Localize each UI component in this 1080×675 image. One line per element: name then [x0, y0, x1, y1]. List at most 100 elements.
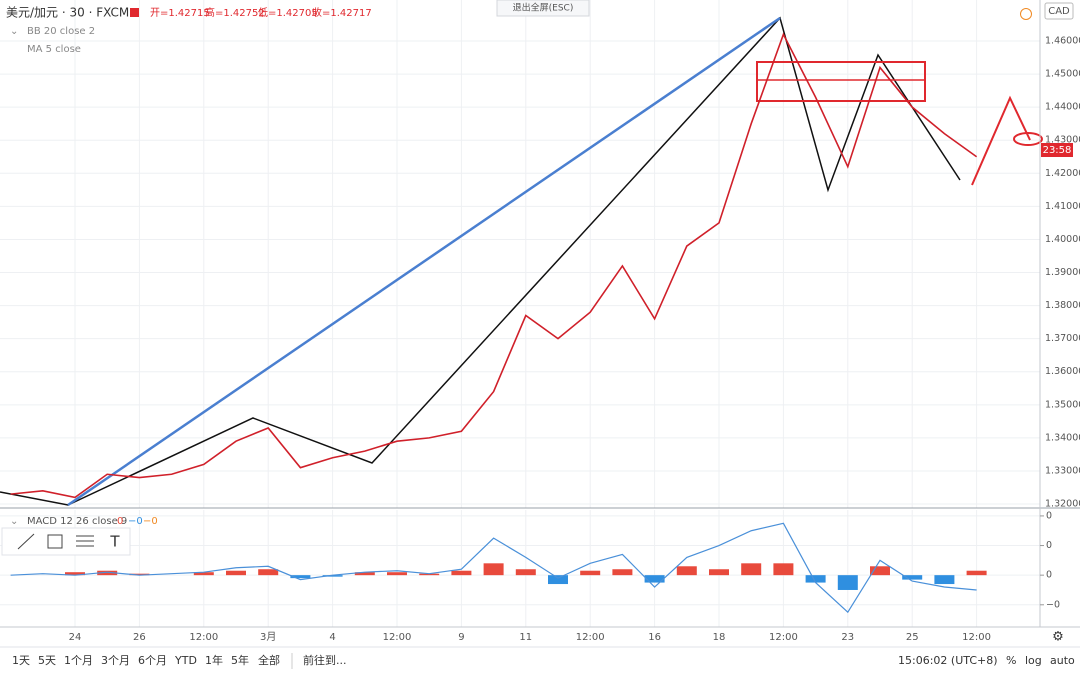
symbol-title: 美元/加元 · 30 · FXCM	[6, 6, 129, 20]
target-ellipse	[1013, 132, 1043, 146]
flag-icon	[130, 8, 139, 17]
range-button[interactable]: 6个月	[138, 654, 167, 667]
macd-line	[10, 522, 977, 614]
y-tick-label: 1.38000	[1045, 300, 1080, 311]
range-button[interactable]: 5年	[231, 653, 249, 667]
y-tick-label: 1.39000	[1045, 267, 1080, 278]
collapse-icon[interactable]: ⌄	[10, 516, 18, 527]
range-button[interactable]: YTD	[174, 654, 197, 667]
line-tool[interactable]	[17, 533, 35, 550]
forecast-arrow	[971, 95, 1031, 186]
exit-fullscreen-label[interactable]: 退出全屏(ESC)	[513, 2, 574, 14]
y-tick-label: 1.40000	[1045, 234, 1080, 245]
macd-bar	[193, 572, 214, 576]
y-tick-label: 1.34000	[1045, 432, 1080, 443]
y-tick-label: 0	[1046, 540, 1052, 551]
macd-bar	[129, 573, 150, 576]
macd-bar	[676, 566, 697, 576]
macd-bar	[644, 575, 665, 583]
macd-bar	[870, 566, 890, 576]
indicator-ma[interactable]: MA 5 close	[27, 44, 81, 55]
ohlc-open: 开=1.42715	[150, 8, 210, 19]
marks	[10, 32, 987, 614]
macd-bar	[322, 575, 343, 577]
x-tick-label: 18	[713, 632, 726, 643]
macd-bar	[805, 575, 826, 583]
macd-bar	[387, 572, 407, 576]
macd-bar	[773, 563, 794, 576]
y-tick-label: 1.44000	[1045, 102, 1080, 113]
macd-bar	[966, 570, 987, 576]
range-button[interactable]: 全部	[258, 653, 280, 667]
x-tick-label: 12:00	[962, 632, 991, 643]
x-tick-label: 9	[458, 632, 464, 643]
price-line	[10, 32, 978, 499]
macd-signal-value: −0	[128, 516, 143, 527]
macd-bar	[837, 575, 858, 590]
macd-bar	[97, 570, 118, 576]
ohlc-close: 收=1.42717	[312, 6, 372, 19]
text-tool[interactable]: T	[109, 533, 120, 551]
macd-bar	[451, 570, 472, 576]
scale-button[interactable]: %	[1006, 654, 1016, 667]
macd-bar	[902, 575, 923, 580]
price-tag	[1041, 143, 1073, 157]
macd-label[interactable]: MACD 12 26 close 9	[27, 516, 127, 527]
macd-bar	[709, 569, 729, 576]
range-button[interactable]: 1年	[205, 653, 223, 667]
range-button[interactable]: 1天	[12, 654, 30, 667]
macd-bar	[419, 573, 440, 576]
range-box	[756, 61, 926, 102]
fib-tool[interactable]	[76, 535, 94, 547]
y-tick-label: 1.35000	[1045, 399, 1080, 410]
range-button[interactable]: 5天	[38, 654, 56, 667]
x-tick-label: 12:00	[576, 632, 605, 643]
macd-bar	[226, 570, 246, 576]
range-button[interactable]: 前往到...	[303, 653, 347, 667]
scale-button[interactable]: auto	[1050, 654, 1075, 667]
indicator-bb[interactable]: BB 20 close 2	[27, 26, 95, 37]
collapse-icon[interactable]: ⌄	[10, 26, 18, 37]
clock: 15:06:02 (UTC+8)	[898, 654, 998, 667]
y-tick-label: 1.36000	[1045, 366, 1080, 377]
macd-bar	[65, 572, 85, 576]
alert-icon[interactable]	[1020, 8, 1032, 20]
settings-icon[interactable]: ⚙	[1052, 630, 1064, 645]
macd-bar	[741, 563, 762, 576]
x-tick-label: 26	[133, 632, 146, 643]
macd-bar	[515, 569, 536, 576]
trend-line	[67, 16, 781, 507]
countdown: 23:58	[1043, 145, 1072, 156]
x-tick-label: 24	[69, 632, 82, 643]
y-tick-label: 1.41000	[1045, 201, 1080, 212]
macd-bar	[580, 570, 601, 576]
x-tick-label: 12:00	[189, 632, 218, 643]
x-tick-label: 12:00	[383, 632, 412, 643]
macd-value: 0	[117, 516, 123, 527]
currency-label[interactable]: CAD	[1048, 6, 1070, 17]
y-tick-label: 0	[1046, 570, 1052, 581]
range-button[interactable]: 3个月	[101, 654, 130, 667]
range-button[interactable]: 1个月	[64, 654, 93, 667]
macd-bar	[290, 575, 311, 579]
x-tick-label: 16	[648, 632, 661, 643]
y-tick-label: 1.32000	[1045, 499, 1080, 510]
macd-hist-value: −0	[143, 516, 158, 527]
x-tick-label: 12:00	[769, 632, 798, 643]
x-tick-label: 25	[906, 632, 919, 643]
currency-box[interactable]	[1044, 2, 1074, 20]
y-tick-label: 1.37000	[1045, 333, 1080, 344]
macd-bar	[258, 569, 279, 576]
x-tick-label: 4	[329, 632, 335, 643]
rect-tool[interactable]	[47, 534, 63, 549]
y-tick-label: 1.43000	[1045, 135, 1080, 146]
exit-fullscreen-button[interactable]	[496, 0, 590, 17]
y-tick-label: 0	[1046, 510, 1052, 521]
scale-button[interactable]: log	[1025, 654, 1042, 667]
toolbar: 1天 5天 1个月 3个月 6个月 YTD 1年 5年 全部 前往到...% log auto	[12, 653, 1075, 669]
grid	[0, 0, 1040, 627]
macd-bar	[548, 575, 568, 585]
